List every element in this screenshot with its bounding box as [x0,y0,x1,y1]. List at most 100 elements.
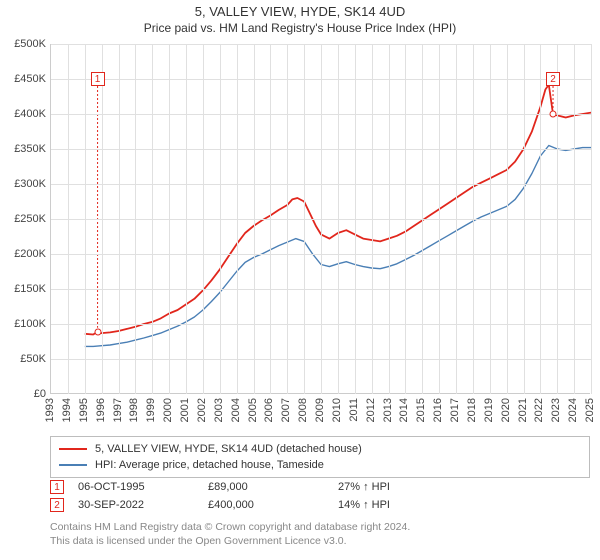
sale-marker-dot [550,111,557,118]
gridline-vertical [85,44,86,394]
footer: Contains HM Land Registry data © Crown c… [50,520,590,548]
chart-container: { "title": "5, VALLEY VIEW, HYDE, SK14 4… [0,0,600,560]
gridline-vertical [152,44,153,394]
gridline-vertical [287,44,288,394]
sales-row-price: £89,000 [208,481,338,493]
gridline-vertical [355,44,356,394]
x-axis-tick-label: 2021 [517,398,529,422]
x-axis-tick-label: 2017 [449,398,461,422]
legend-label: HPI: Average price, detached house, Tame… [95,459,324,471]
gridline-vertical [524,44,525,394]
y-axis-tick-label: £400K [0,108,46,120]
x-axis-tick-label: 1999 [145,398,157,422]
x-axis-tick-label: 2024 [567,398,579,422]
sales-row-date: 30-SEP-2022 [78,499,208,511]
gridline-vertical [389,44,390,394]
gridline-vertical [473,44,474,394]
x-axis-tick-label: 2019 [483,398,495,422]
gridline-vertical [540,44,541,394]
sales-row-index: 1 [50,480,64,494]
x-axis-tick-label: 2025 [584,398,596,422]
x-axis-tick-label: 2012 [365,398,377,422]
gridline-vertical [186,44,187,394]
legend-label: 5, VALLEY VIEW, HYDE, SK14 4UD (detached… [95,443,362,455]
sales-row-price: £400,000 [208,499,338,511]
x-axis-tick-label: 2000 [162,398,174,422]
subtitle: Price paid vs. HM Land Registry's House … [0,21,600,35]
x-axis-tick-label: 1995 [78,398,90,422]
y-axis-tick-label: £350K [0,143,46,155]
gridline-vertical [304,44,305,394]
x-axis-tick-label: 1996 [95,398,107,422]
x-axis-tick-label: 1993 [44,398,56,422]
y-axis-tick-label: £150K [0,283,46,295]
x-axis-tick-label: 2011 [348,398,360,422]
sales-row-index: 2 [50,498,64,512]
x-axis-tick-label: 1998 [128,398,140,422]
gridline-vertical [119,44,120,394]
x-axis-tick-label: 2004 [230,398,242,422]
title: 5, VALLEY VIEW, HYDE, SK14 4UD [0,4,600,19]
x-axis-tick-label: 2001 [179,398,191,422]
gridline-vertical [456,44,457,394]
x-axis-tick-label: 2010 [331,398,343,422]
x-axis-tick-label: 2013 [382,398,394,422]
sales-row: 2 30-SEP-2022£400,00014% ↑ HPI [50,496,590,514]
sale-marker-dot [94,328,101,335]
y-axis-tick-label: £300K [0,178,46,190]
x-axis-tick-label: 2016 [432,398,444,422]
x-axis-tick-label: 2008 [297,398,309,422]
x-axis-tick-label: 2022 [533,398,545,422]
gridline-vertical [270,44,271,394]
x-axis-tick-label: 2023 [550,398,562,422]
gridline-vertical [338,44,339,394]
plot-area: 12 [50,44,590,394]
x-axis-tick-label: 2015 [415,398,427,422]
sales-table: 1 06-OCT-1995£89,00027% ↑ HPI 2 30-SEP-2022… [50,478,590,514]
legend-row: 5, VALLEY VIEW, HYDE, SK14 4UD (detached… [59,441,581,457]
gridline-vertical [169,44,170,394]
sale-marker-box: 1 [91,72,105,86]
x-axis-tick-label: 2006 [263,398,275,422]
x-axis-tick-label: 2005 [247,398,259,422]
x-axis-tick-label: 2014 [398,398,410,422]
x-axis-tick-label: 1994 [61,398,73,422]
y-axis-tick-label: £100K [0,318,46,330]
gridline-vertical [372,44,373,394]
sales-row-vs-hpi: 27% ↑ HPI [338,481,468,493]
gridline-vertical [439,44,440,394]
sales-row-date: 06-OCT-1995 [78,481,208,493]
y-axis-tick-label: £0 [0,388,46,400]
gridline-vertical [254,44,255,394]
x-axis-tick-label: 2002 [196,398,208,422]
x-axis-tick-label: 2020 [500,398,512,422]
gridline-vertical [405,44,406,394]
gridline-vertical [422,44,423,394]
x-axis-tick-label: 2009 [314,398,326,422]
y-axis-tick-label: £500K [0,38,46,50]
gridline-vertical [490,44,491,394]
footer-line-2: This data is licensed under the Open Gov… [50,534,590,548]
gridline-vertical [574,44,575,394]
legend-row: HPI: Average price, detached house, Tame… [59,457,581,473]
legend-swatch [59,448,87,450]
x-axis-tick-label: 2018 [466,398,478,422]
sale-marker-box: 2 [546,72,560,86]
title-block: 5, VALLEY VIEW, HYDE, SK14 4UD Price pai… [0,0,600,35]
sales-row: 1 06-OCT-1995£89,00027% ↑ HPI [50,478,590,496]
gridline-vertical [220,44,221,394]
gridline-vertical [507,44,508,394]
sales-row-vs-hpi: 14% ↑ HPI [338,499,468,511]
x-axis-tick-label: 2007 [280,398,292,422]
x-axis-tick-label: 1997 [112,398,124,422]
gridline-vertical [237,44,238,394]
y-axis-tick-label: £200K [0,248,46,260]
legend-swatch [59,464,87,466]
gridline-vertical [102,44,103,394]
gridline-vertical [591,44,592,394]
gridline-vertical [68,44,69,394]
line-chart: 12 1993199419951996199719981999200020012… [50,44,590,394]
x-axis-tick-label: 2003 [213,398,225,422]
gridline-vertical [135,44,136,394]
gridline-vertical [203,44,204,394]
